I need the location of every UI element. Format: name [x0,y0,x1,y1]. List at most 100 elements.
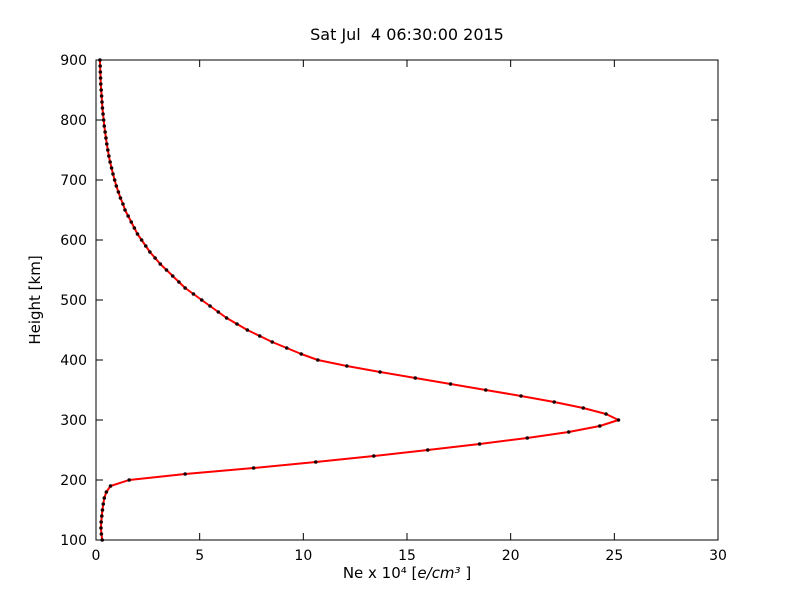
chart-title: Sat Jul 4 06:30:00 2015 [310,25,504,44]
data-point-marker [413,376,418,380]
y-tick-label: 600 [60,233,87,249]
data-point-marker [100,514,104,518]
data-point-marker [99,94,104,98]
data-point-marker [100,106,105,110]
y-tick-label: 700 [60,173,87,189]
y-tick-label: 400 [60,353,87,369]
data-point-marker [132,226,137,230]
data-point-marker [183,472,187,476]
x-tick-label: 20 [502,548,520,564]
data-point-marker [99,88,103,92]
data-point-marker [566,430,571,434]
data-point-marker [378,370,382,374]
data-point-marker [114,184,119,188]
x-axis-label: Ne x 10⁴ [e/cm³ ] [343,564,471,582]
x-tick-label: 5 [195,548,204,564]
data-point-marker [598,424,602,428]
data-point-marker [109,166,114,170]
data-point-marker [177,280,181,284]
data-point-marker [519,394,523,398]
data-point-marker [170,274,175,278]
data-point-marker [525,436,530,440]
data-point-marker [299,352,304,356]
data-point-marker [123,208,127,212]
data-point-marker [148,250,152,254]
data-point-marker [448,382,453,386]
data-point-marker [103,130,107,134]
data-point-marker [235,322,239,326]
data-point-marker [345,364,349,368]
data-point-marker [284,346,289,350]
y-tick-label: 500 [60,293,87,309]
x-axis-label-end: ] [461,564,472,582]
data-point-marker [107,154,111,158]
data-point-marker [102,496,107,500]
y-tick-label: 300 [60,413,87,429]
x-tick-label: 15 [398,548,416,564]
data-point-marker [99,532,104,536]
data-point-marker [100,508,105,512]
data-point-marker [164,268,169,272]
y-tick-label: 900 [60,53,87,69]
x-tick-label: 30 [709,548,727,564]
data-point-marker [106,148,110,152]
data-point-marker [129,220,134,224]
data-point-marker [153,256,157,260]
data-point-marker [98,76,103,80]
data-point-marker [199,298,204,302]
plot-background [96,60,718,540]
data-point-marker [98,82,103,86]
x-tick-label: 10 [294,548,312,564]
data-point-marker [98,64,102,68]
y-tick-label: 800 [60,113,87,129]
data-point-marker [208,304,212,308]
data-point-marker [251,466,256,470]
data-point-marker [477,442,482,446]
data-point-marker [126,214,130,218]
data-point-marker [483,388,488,392]
data-point-marker [245,328,250,332]
x-axis-label-math: e/cm³ [417,564,460,582]
data-point-marker [116,190,121,194]
data-point-marker [604,412,608,416]
data-point-marker [616,418,621,422]
data-point-marker [316,358,320,362]
data-point-marker [191,292,196,296]
data-point-marker [425,448,430,452]
data-point-marker [101,118,106,122]
data-point-marker [139,238,144,242]
data-point-marker [581,406,586,410]
data-point-marker [270,340,275,344]
y-axis-label: Height [km] [26,255,44,344]
data-point-marker [143,244,148,248]
y-tick-label: 200 [60,473,87,489]
data-point-marker [111,172,115,176]
data-point-marker [112,178,117,182]
data-point-marker [104,142,109,146]
data-point-marker [224,316,229,320]
data-point-marker [98,70,103,74]
data-point-marker [101,112,105,116]
data-point-marker [99,520,103,524]
data-point-marker [216,310,221,314]
y-tick-label: 100 [60,533,87,549]
data-point-marker [552,400,557,404]
data-point-marker [108,484,113,488]
x-tick-label: 25 [605,548,623,564]
data-point-marker [104,490,109,494]
data-point-marker [372,454,376,458]
data-point-marker [158,262,163,266]
x-axis-label-prefix: Ne x 10⁴ [ [343,564,418,582]
data-point-marker [135,232,140,236]
x-tick-label: 0 [92,548,101,564]
data-point-marker [313,460,318,464]
data-point-marker [257,334,262,338]
series-layer [98,58,621,542]
data-point-marker [102,124,107,128]
axes-frame [95,59,719,541]
data-point-marker [183,286,187,290]
data-point-marker [101,502,106,506]
data-point-marker [100,100,104,104]
data-point-marker [108,160,112,164]
